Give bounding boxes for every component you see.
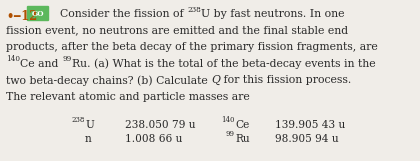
Text: 98.905 94 u: 98.905 94 u [275,134,339,144]
Text: 99: 99 [62,55,71,63]
Text: U by fast neutrons. In one: U by fast neutrons. In one [201,9,345,19]
Text: •‒12: •‒12 [6,10,37,23]
Text: Q: Q [211,75,220,85]
Text: 140: 140 [6,55,20,63]
Text: fission event, no neutrons are emitted and the final stable end: fission event, no neutrons are emitted a… [6,25,348,35]
Text: Ru: Ru [235,134,249,144]
Text: 99: 99 [226,130,235,138]
Text: for this fission process.: for this fission process. [220,75,352,85]
Text: Ce: Ce [235,120,249,130]
Text: The relevant atomic and particle masses are: The relevant atomic and particle masses … [6,91,250,101]
Text: Ru. (a) What is the total of the beta-decay events in the: Ru. (a) What is the total of the beta-de… [72,58,375,69]
Text: 238: 238 [187,5,201,14]
Text: 140: 140 [221,116,235,124]
Text: two beta-decay chains? (b) Calculate: two beta-decay chains? (b) Calculate [6,75,211,85]
Text: Consider the fission of: Consider the fission of [60,9,187,19]
Text: GO: GO [32,9,45,18]
Text: U: U [85,120,94,130]
Text: 238: 238 [72,116,85,124]
Text: 1.008 66 u: 1.008 66 u [125,134,182,144]
Text: n: n [85,134,92,144]
Text: products, after the beta decay of the primary fission fragments, are: products, after the beta decay of the pr… [6,42,378,52]
Text: 238.050 79 u: 238.050 79 u [125,120,195,130]
FancyBboxPatch shape [27,6,49,21]
Text: Ce and: Ce and [20,58,62,68]
Text: 139.905 43 u: 139.905 43 u [275,120,345,130]
